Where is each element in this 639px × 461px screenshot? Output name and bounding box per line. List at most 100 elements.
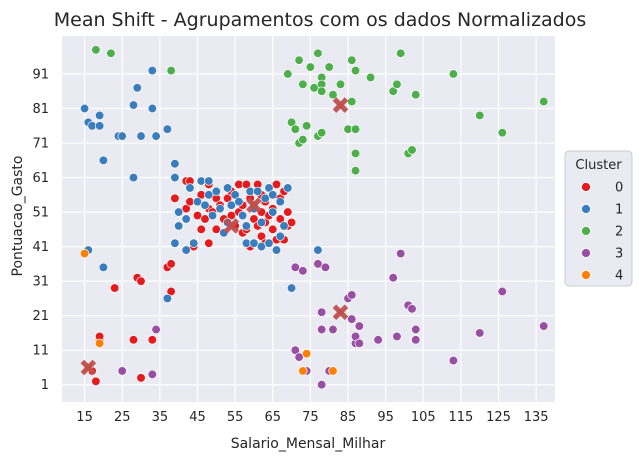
data-point-cluster-4 (94, 338, 105, 348)
data-point-cluster-0 (170, 193, 180, 203)
data-point-cluster-1 (268, 207, 278, 217)
legend-marker (581, 270, 591, 280)
data-point-cluster-1 (189, 238, 199, 248)
data-point-cluster-3 (320, 262, 331, 272)
data-point-cluster-1 (79, 103, 90, 114)
data-point-cluster-2 (350, 166, 361, 176)
data-point-cluster-1 (132, 83, 142, 93)
data-point-cluster-1 (271, 245, 282, 255)
data-point-cluster-1 (174, 221, 184, 231)
data-point-cluster-3 (539, 321, 549, 331)
legend-item-4: 4 (581, 269, 623, 284)
data-point-cluster-2 (497, 128, 507, 138)
data-point-cluster-1 (136, 131, 146, 141)
data-point-cluster-1 (181, 214, 191, 224)
centroid-marker (332, 97, 349, 113)
data-point-cluster-3 (317, 307, 327, 317)
data-point-cluster-3 (392, 331, 402, 342)
y-tick-label: 81 (32, 102, 49, 117)
data-point-cluster-1 (260, 193, 270, 203)
x-tick-labels: 15 25 35 45 55 65 75 85 95 105 115 125 135 (76, 410, 548, 425)
data-point-cluster-0 (128, 335, 139, 345)
legend-marker (581, 182, 591, 192)
data-point-cluster-1 (185, 183, 195, 193)
data-point-cluster-3 (294, 352, 304, 362)
data-point-cluster-3 (290, 262, 300, 272)
data-point-cluster-3 (396, 248, 406, 259)
centroid-marker (332, 304, 349, 320)
data-point-cluster-2 (106, 48, 116, 58)
data-point-cluster-2 (350, 148, 361, 159)
data-point-cluster-1 (256, 241, 267, 252)
data-point-cluster-2 (305, 62, 316, 72)
x-tick-label: 35 (152, 410, 169, 425)
data-point-cluster-2 (448, 69, 459, 79)
data-point-cluster-1 (98, 155, 109, 165)
x-tick-label: 75 (302, 410, 319, 425)
data-point-cluster-2 (347, 55, 357, 65)
data-point-cluster-2 (411, 90, 421, 100)
data-point-cluster-3 (117, 366, 127, 376)
x-tick-label: 45 (189, 410, 206, 425)
data-point-cluster-2 (475, 110, 485, 121)
data-point-cluster-3 (147, 369, 157, 380)
data-point-cluster-0 (147, 335, 157, 345)
y-tick-label: 91 (32, 67, 49, 82)
data-point-cluster-2 (298, 79, 308, 89)
data-point-cluster-2 (294, 55, 304, 65)
data-point-cluster-3 (151, 324, 161, 335)
data-point-cluster-0 (136, 276, 146, 286)
legend-label: 2 (615, 225, 623, 240)
data-point-cluster-1 (283, 183, 293, 193)
data-point-cluster-3 (298, 266, 308, 276)
data-point-cluster-1 (170, 172, 180, 183)
data-point-cluster-3 (347, 290, 357, 300)
data-point-cluster-0 (286, 217, 297, 228)
data-point-cluster-3 (328, 324, 338, 335)
data-point-cluster-1 (279, 221, 289, 231)
data-point-cluster-1 (174, 207, 184, 217)
centroid-marker (223, 218, 240, 234)
data-point-cluster-0 (200, 214, 210, 224)
data-point-cluster-0 (91, 376, 101, 386)
data-point-cluster-1 (170, 159, 180, 169)
data-point-cluster-0 (196, 224, 206, 235)
data-point-cluster-0 (136, 373, 146, 383)
data-point-cluster-1 (275, 197, 285, 207)
x-tick-label: 115 (449, 410, 474, 425)
data-point-cluster-1 (204, 176, 214, 186)
data-point-cluster-1 (241, 221, 252, 231)
x-axis-label: Salario_Mensal_Milhar (231, 436, 386, 452)
data-point-cluster-2 (317, 128, 327, 138)
data-point-cluster-3 (347, 314, 357, 324)
data-point-cluster-2 (335, 79, 346, 89)
legend-label: 3 (615, 247, 623, 262)
data-point-cluster-3 (411, 335, 421, 345)
data-point-cluster-1 (147, 103, 157, 114)
data-point-cluster-2 (328, 90, 338, 100)
data-point-cluster-2 (539, 96, 549, 107)
data-point-cluster-0 (211, 224, 221, 235)
data-point-cluster-2 (313, 48, 323, 58)
legend-marker (581, 248, 591, 258)
data-point-cluster-1 (151, 131, 161, 141)
cluster-centroids (80, 97, 349, 376)
chart-title: Mean Shift - Agrupamentos com os dados N… (54, 9, 587, 31)
data-point-cluster-2 (283, 69, 293, 79)
data-point-cluster-1 (162, 124, 173, 134)
legend-label: 4 (615, 269, 623, 284)
x-tick-label: 105 (411, 410, 436, 425)
data-point-cluster-1 (98, 262, 109, 272)
y-tick-label: 41 (32, 240, 49, 255)
y-tick-label: 1 (41, 378, 49, 393)
centroid-marker (246, 197, 262, 213)
legend-label: 1 (615, 203, 623, 218)
data-point-cluster-2 (347, 96, 357, 107)
y-tick-label: 31 (32, 275, 49, 290)
x-tick-label: 55 (227, 410, 244, 425)
x-tick-label: 125 (486, 410, 511, 425)
data-point-cluster-3 (313, 259, 323, 269)
data-point-cluster-1 (215, 203, 225, 214)
